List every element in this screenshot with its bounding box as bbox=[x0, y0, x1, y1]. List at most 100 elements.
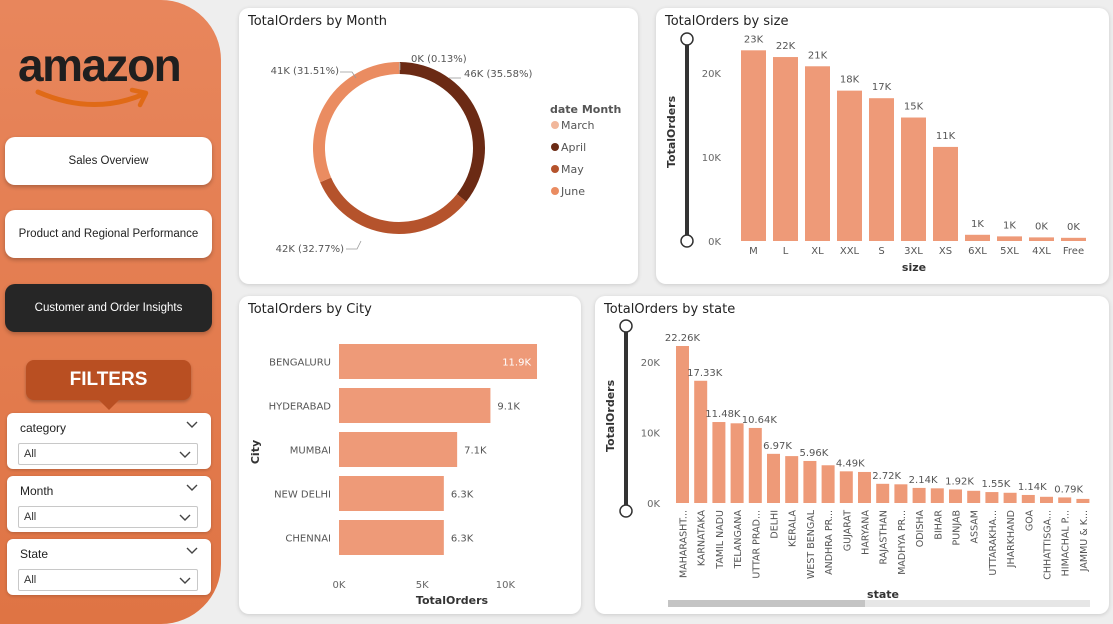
state-bar bbox=[894, 484, 908, 503]
chevron-down-icon bbox=[179, 577, 191, 584]
state-x-tick-label: TAMIL NADU bbox=[715, 510, 726, 570]
state-x-tick-label: ODISHA bbox=[915, 510, 926, 548]
size-bar bbox=[997, 236, 1022, 241]
month-chart-card: TotalOrders by Month 0K (0.13%) 46K (35.5… bbox=[239, 8, 638, 284]
legend-item-june: June bbox=[560, 185, 585, 198]
chevron-down-icon[interactable] bbox=[185, 546, 199, 556]
state-x-tick-label: BIHAR bbox=[933, 510, 944, 540]
chevron-down-icon bbox=[179, 514, 191, 521]
state-bar bbox=[821, 465, 835, 503]
size-x-tick-label: 6XL bbox=[968, 246, 987, 257]
state-bar bbox=[785, 456, 799, 503]
state-data-label: 1.92K bbox=[945, 476, 974, 487]
state-chart-scrollbar[interactable] bbox=[668, 600, 1090, 607]
nav-customer-order-button[interactable]: Customer and Order Insights bbox=[5, 284, 212, 332]
state-bar bbox=[676, 346, 689, 503]
state-x-tick-label: MADHYA PR... bbox=[897, 510, 908, 575]
city-y-axis-title: City bbox=[249, 440, 262, 464]
legend-item-march: March bbox=[561, 119, 595, 132]
size-data-label: 21K bbox=[808, 50, 828, 61]
state-bar bbox=[767, 453, 780, 503]
donut-data-label: 42K (32.77%) bbox=[276, 244, 344, 255]
month-select[interactable]: All bbox=[18, 506, 198, 528]
city-data-label: 11.9K bbox=[502, 358, 531, 369]
month-filter: Month All bbox=[7, 476, 211, 532]
city-chart-title: TotalOrders by City bbox=[248, 302, 372, 317]
size-data-label: 0K bbox=[1067, 222, 1080, 233]
state-data-label: 0.79K bbox=[1054, 484, 1083, 495]
size-bar bbox=[805, 66, 830, 241]
size-bar bbox=[965, 234, 990, 241]
state-data-label: 11.48K bbox=[705, 409, 741, 420]
state-x-tick-label: GOA bbox=[1024, 509, 1035, 531]
size-data-label: 0K bbox=[1035, 221, 1048, 232]
size-data-label: 11K bbox=[936, 131, 956, 142]
state-data-label: 10.64K bbox=[742, 415, 778, 426]
state-x-tick-label: KARNATAKA bbox=[697, 509, 708, 566]
legend-swatch-may bbox=[551, 165, 559, 173]
size-x-tick-label: XS bbox=[939, 246, 952, 257]
state-x-tick-label: HIMACHAL P... bbox=[1061, 510, 1072, 576]
state-filter-label: State bbox=[20, 547, 49, 561]
donut-data-label: 0K (0.13%) bbox=[411, 54, 467, 65]
state-data-label: 4.49K bbox=[836, 458, 865, 469]
state-x-tick-label: UTTAR PRAD... bbox=[751, 510, 762, 579]
state-chart-scrollbar-thumb[interactable] bbox=[668, 600, 865, 607]
state-data-label: 2.14K bbox=[909, 475, 938, 486]
size-bar bbox=[837, 90, 862, 241]
chevron-down-icon bbox=[179, 451, 191, 458]
size-data-label: 23K bbox=[744, 34, 764, 45]
state-bar bbox=[694, 380, 708, 503]
state-y-tick-label: 20K bbox=[641, 358, 661, 369]
state-x-tick-label: KERALA bbox=[788, 510, 799, 547]
donut-slice-may bbox=[320, 177, 467, 235]
state-bar bbox=[748, 427, 762, 503]
donut-slice-april bbox=[399, 62, 485, 202]
state-filter: State All bbox=[7, 539, 211, 595]
donut-data-label: 41K (31.51%) bbox=[271, 66, 339, 77]
legend-swatch-march bbox=[551, 121, 559, 129]
city-y-tick-label: NEW DELHI bbox=[274, 490, 331, 501]
filters-title: FILTERS bbox=[26, 360, 191, 400]
size-slider-handle-top bbox=[680, 32, 694, 46]
month-chart-title: TotalOrders by Month bbox=[248, 14, 388, 29]
city-x-tick-label: 10K bbox=[496, 580, 516, 591]
state-x-tick-label: RAJASTHAN bbox=[879, 510, 890, 564]
donut-slice-march bbox=[399, 62, 400, 75]
city-data-label: 6.3K bbox=[451, 534, 474, 545]
city-y-tick-label: HYDERABAD bbox=[269, 402, 332, 413]
state-y-axis-title: TotalOrders bbox=[604, 379, 617, 452]
size-x-tick-label: S bbox=[878, 246, 884, 257]
category-filter-label: category bbox=[20, 421, 67, 435]
state-chart-card: TotalOrders by state 0K 10K 20K TotalOrders… bbox=[595, 296, 1109, 614]
state-bar bbox=[912, 487, 926, 503]
legend-item-april: April bbox=[561, 141, 586, 154]
size-x-tick-label: XL bbox=[811, 246, 824, 257]
state-x-tick-label: HARYANA bbox=[861, 510, 872, 555]
nav-product-regional-button[interactable]: Product and Regional Performance bbox=[5, 210, 212, 258]
legend-swatch-april bbox=[551, 143, 559, 151]
chevron-down-icon[interactable] bbox=[185, 483, 199, 493]
state-x-tick-label: JHARKHAND bbox=[1006, 510, 1017, 568]
state-x-tick-label: UTTARAKHA... bbox=[988, 510, 999, 576]
size-chart-title: TotalOrders by size bbox=[665, 14, 789, 29]
state-bar bbox=[930, 488, 944, 503]
state-bar bbox=[967, 490, 981, 503]
nav-sales-overview-button[interactable]: Sales Overview bbox=[5, 137, 212, 185]
size-data-label: 1K bbox=[971, 219, 984, 230]
category-select[interactable]: All bbox=[18, 443, 198, 465]
state-select-value: All bbox=[24, 574, 37, 586]
city-x-tick-label: 5K bbox=[416, 580, 429, 591]
amazon-logo: amazon bbox=[18, 38, 203, 114]
state-bar bbox=[949, 489, 962, 503]
state-select[interactable]: All bbox=[18, 569, 198, 591]
state-bar bbox=[803, 460, 817, 503]
state-y-tick-label: 0K bbox=[647, 499, 660, 510]
size-bar bbox=[869, 98, 894, 241]
state-bar bbox=[712, 422, 726, 503]
size-data-label: 18K bbox=[840, 75, 860, 86]
chevron-down-icon[interactable] bbox=[185, 420, 199, 430]
state-x-tick-label: ANDHRA PR... bbox=[824, 510, 835, 575]
size-bar-chart: 0K 10K 20K TotalOrders 23K M 22K L 21K XL 18K XXL 17… bbox=[665, 32, 1086, 274]
state-x-tick-label: JAMMU & K... bbox=[1079, 510, 1090, 572]
